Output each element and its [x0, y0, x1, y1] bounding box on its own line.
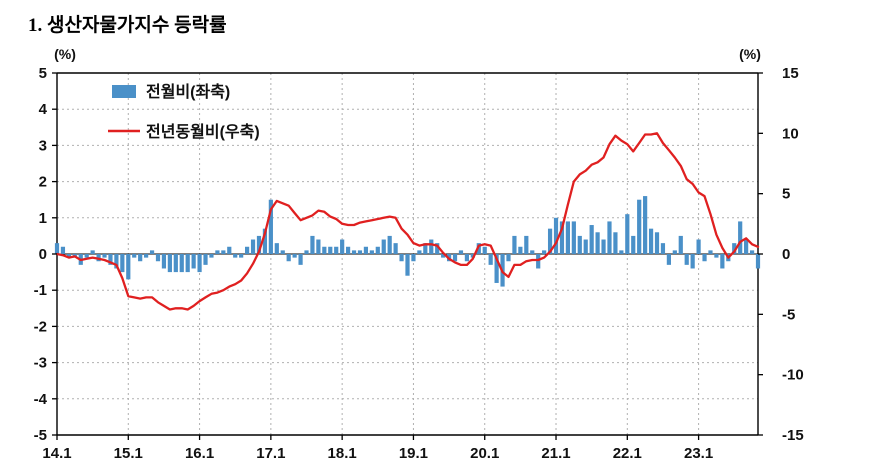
- right-axis-labels: 15 10 5 0 -5 -10 -15: [758, 65, 804, 444]
- legend-bar-swatch: [112, 85, 136, 98]
- svg-text:5: 5: [782, 186, 790, 203]
- svg-text:19.1: 19.1: [399, 445, 428, 462]
- svg-text:(%): (%): [54, 46, 76, 62]
- svg-text:0: 0: [39, 246, 47, 263]
- svg-text:0: 0: [782, 246, 790, 263]
- svg-text:-1: -1: [34, 282, 47, 299]
- svg-text:(%): (%): [739, 46, 761, 62]
- svg-text:20.1: 20.1: [470, 445, 499, 462]
- chart-title: 1. 생산자물가지수 등락률: [28, 15, 227, 36]
- svg-text:-5: -5: [34, 427, 47, 444]
- svg-text:4: 4: [39, 101, 48, 118]
- line-series-yoy: [55, 132, 760, 311]
- bar-series-mom: [54, 196, 761, 287]
- svg-text:21.1: 21.1: [541, 445, 570, 462]
- svg-text:-2: -2: [34, 318, 47, 335]
- svg-text:16.1: 16.1: [185, 445, 214, 462]
- x-axis-labels: 14.1 15.1 16.1 17.1 18.1 19.1 20.1 21.1 22.1 23.1: [42, 435, 713, 462]
- svg-text:-10: -10: [782, 367, 804, 384]
- svg-text:18.1: 18.1: [328, 445, 357, 462]
- svg-text:1: 1: [39, 210, 47, 227]
- legend-line-label: 전년동월비(우축): [146, 122, 260, 141]
- svg-text:15.1: 15.1: [114, 445, 143, 462]
- left-axis-unit: (%): [54, 46, 76, 62]
- horizontal-gridlines: [57, 108, 758, 400]
- svg-text:10: 10: [782, 125, 799, 142]
- svg-text:-15: -15: [782, 427, 804, 444]
- svg-text:14.1: 14.1: [42, 445, 71, 462]
- svg-text:23.1: 23.1: [684, 445, 713, 462]
- svg-text:2: 2: [39, 174, 47, 191]
- right-axis-unit: (%): [739, 46, 761, 62]
- left-axis-labels: 5 4 3 2 1 0 -1 -2 -3 -4 -5: [34, 65, 57, 444]
- svg-text:3: 3: [39, 137, 47, 154]
- svg-text:-4: -4: [34, 391, 48, 408]
- svg-text:5: 5: [39, 65, 47, 82]
- svg-text:-5: -5: [782, 306, 795, 323]
- svg-text:22.1: 22.1: [613, 445, 642, 462]
- legend-bar-label: 전월비(좌축): [146, 83, 230, 101]
- legend: 전월비(좌축) 전년동월비(우축): [108, 83, 260, 141]
- svg-text:-3: -3: [34, 355, 47, 372]
- svg-text:17.1: 17.1: [256, 445, 285, 462]
- svg-text:15: 15: [782, 65, 799, 82]
